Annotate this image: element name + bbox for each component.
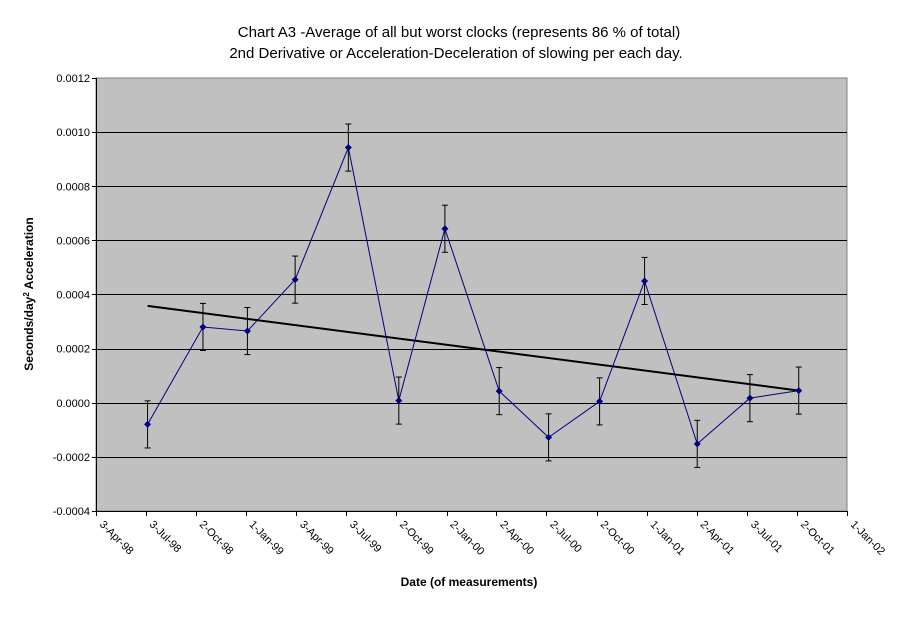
x-tick-label: 2-Jan-00 [447,519,486,558]
data-point [641,277,649,285]
y-tick-label: 0.0000 [56,398,90,410]
y-axis-title-prefix: Seconds/day [22,296,36,370]
x-tick-label: 2-Oct-01 [798,519,837,558]
data-point [746,394,754,402]
y-tick-label: 0.0006 [56,235,90,247]
data-point [291,276,299,284]
series-line [147,145,799,445]
data-point [795,387,803,395]
y-tick-label: 0.0010 [56,127,90,139]
x-axis-title: Date (of measurements) [401,575,538,589]
x-tick-label: 1-Jan-02 [848,519,887,558]
x-tick-label: 2-Apr-00 [497,519,536,558]
data-point [596,397,604,405]
y-tick-label: -0.0004 [53,506,90,518]
data-point [144,420,152,428]
y-tick-label: 0.0008 [56,181,90,193]
data-point [243,327,251,335]
x-tick-label: 2-Oct-00 [598,519,637,558]
x-tick-label: 3-Jul-99 [347,519,384,556]
data-point [693,440,701,448]
data-point [395,397,403,405]
y-axis-title-suffix: Acceleration [22,217,36,292]
chart-title-line-1: Chart A3 -Average of all but worst clock… [238,24,680,41]
x-tick-label: 3-Jul-98 [147,519,184,556]
y-tick-label: 0.0002 [56,344,90,356]
x-tick-label: 2-Apr-01 [698,519,737,558]
plot-area [95,77,848,512]
data-point [545,433,553,441]
x-tick-label: 1-Jan-01 [648,519,687,558]
x-tick-label: 3-Apr-98 [97,519,136,558]
y-axis-title-sup: 2 [22,292,31,297]
chart-title-line-2: 2nd Derivative or Acceleration-Decelerat… [229,45,682,62]
y-axis-title: Seconds/day2 Acceleration [22,217,37,370]
data-point [441,225,449,233]
x-tick-label: 3-Jul-01 [748,519,785,556]
x-tick-label: 3-Apr-99 [297,519,336,558]
x-tick-label: 2-Jul-00 [547,519,584,556]
x-tick-label: 2-Oct-99 [397,519,436,558]
y-tick-label: -0.0002 [53,452,90,464]
data-point [495,387,503,395]
y-tick-label: 0.0012 [56,73,90,85]
x-tick-label: 2-Oct-98 [197,519,236,558]
x-axis-ticks: 3-Apr-98 3-Jul-98 2-Oct-98 1-Jan-99 3-Apr-99… [96,511,887,558]
data-point [199,323,207,331]
data-point [344,144,352,152]
y-axis-ticks: 0.0012 0.0010 0.0008 0.0006 0.0004 0.0002 0.00… [53,73,96,518]
trend-line [147,304,799,392]
y-tick-label: 0.0004 [56,290,90,302]
x-tick-label: 1-Jan-99 [247,519,286,558]
